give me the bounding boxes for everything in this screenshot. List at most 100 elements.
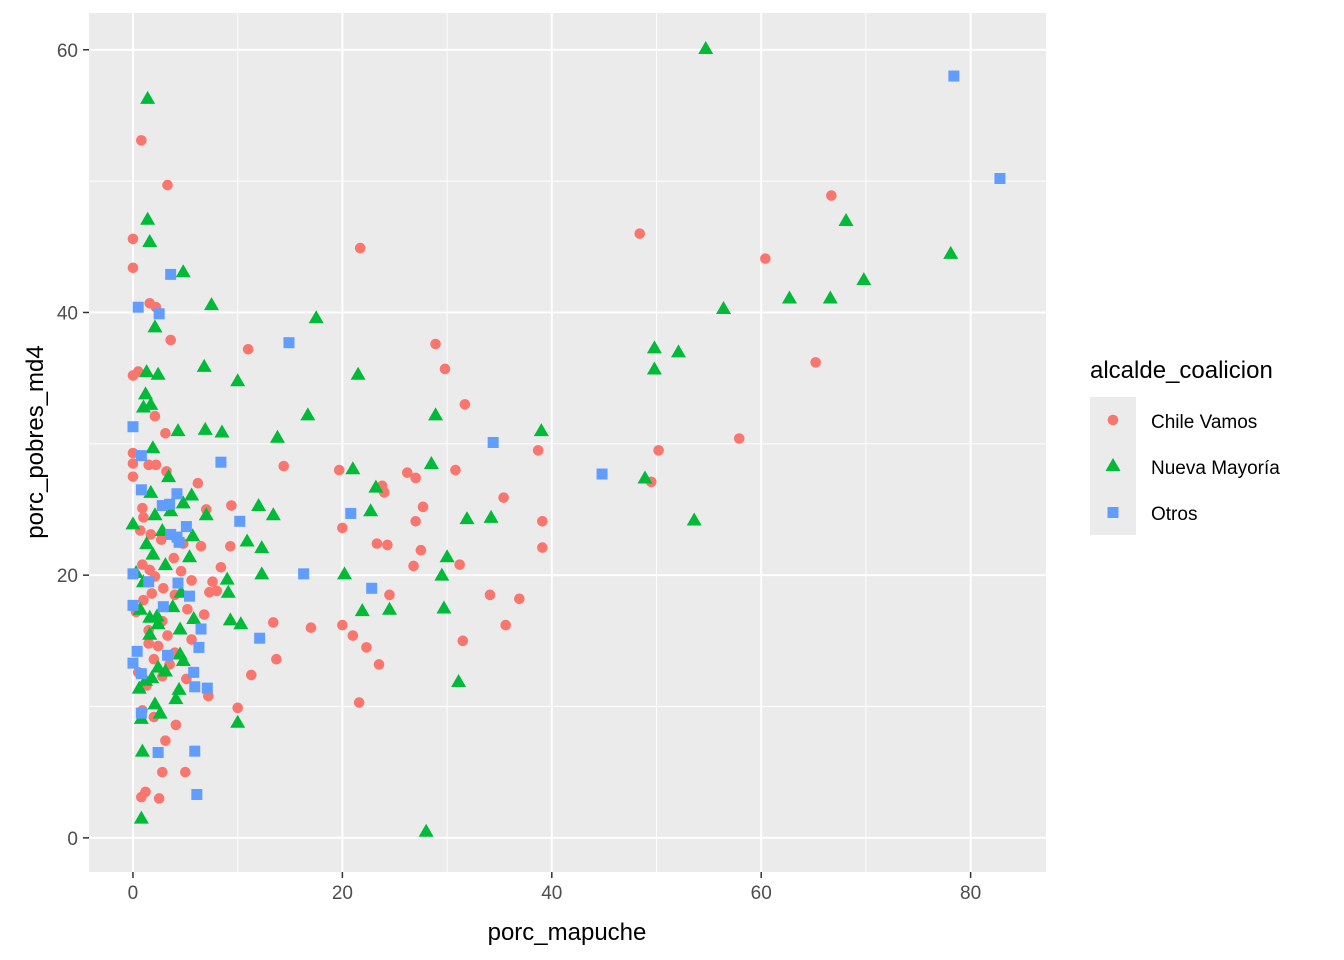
point-nueva-mayoria — [423, 456, 439, 470]
point-chile-vamos — [361, 642, 372, 653]
point-nueva-mayoria — [686, 512, 702, 526]
x-tick-label: 0 — [128, 883, 139, 904]
point-nueva-mayoria — [254, 566, 270, 580]
point-chile-vamos — [353, 697, 365, 708]
point-nueva-mayoria — [132, 601, 148, 615]
point-otros — [298, 568, 310, 580]
point-chile-vamos — [160, 428, 171, 439]
point-chile-vamos — [180, 766, 191, 778]
point-otros — [165, 268, 177, 280]
point-nueva-mayoria — [230, 373, 246, 387]
point-nueva-mayoria — [943, 245, 959, 259]
point-nueva-mayoria — [185, 528, 201, 542]
major-gridlines — [89, 13, 1046, 872]
point-chile-vamos — [165, 334, 176, 346]
legend-title: alcalde_coalicion — [1090, 357, 1273, 384]
point-chile-vamos — [152, 640, 164, 652]
point-nueva-mayoria — [214, 424, 230, 438]
point-chile-vamos — [242, 343, 254, 355]
point-chile-vamos — [170, 719, 182, 731]
point-chile-vamos — [155, 534, 167, 545]
point-nueva-mayoria — [171, 681, 187, 695]
point-otros — [195, 623, 207, 635]
x-tick-label: 60 — [751, 883, 772, 904]
point-otros — [189, 745, 201, 757]
point-chile-vamos — [733, 433, 745, 444]
point-otros — [127, 568, 139, 580]
data-points — [125, 40, 1006, 837]
point-nueva-mayoria — [230, 714, 246, 728]
point-chile-vamos — [143, 638, 154, 649]
point-nueva-mayoria — [163, 503, 179, 517]
legend: alcalde_coalicion Chile Vamos Nueva Mayo… — [1090, 357, 1280, 535]
point-nueva-mayoria — [161, 469, 177, 483]
point-chile-vamos — [278, 460, 290, 472]
point-nueva-mayoria — [140, 90, 156, 104]
point-nueva-mayoria — [168, 691, 184, 705]
point-otros — [135, 484, 147, 496]
point-nueva-mayoria — [186, 611, 202, 625]
panel-background — [89, 13, 1046, 872]
point-chile-vamos — [410, 472, 421, 484]
point-otros — [234, 515, 246, 527]
point-nueva-mayoria — [781, 290, 797, 304]
point-chile-vamos — [143, 459, 154, 471]
point-chile-vamos — [232, 702, 243, 714]
point-chile-vamos — [454, 559, 465, 570]
point-chile-vamos — [175, 565, 187, 577]
point-nueva-mayoria — [368, 479, 384, 493]
point-nueva-mayoria — [165, 599, 181, 613]
point-chile-vamos — [500, 619, 512, 631]
x-tick-label: 20 — [332, 883, 353, 904]
y-tick-label: 20 — [57, 566, 78, 587]
point-otros — [164, 498, 176, 510]
point-chile-vamos — [160, 735, 171, 746]
point-chile-vamos — [162, 179, 173, 191]
point-chile-vamos — [333, 464, 345, 476]
y-tick-label: 60 — [57, 41, 78, 62]
point-nueva-mayoria — [175, 653, 191, 667]
point-nueva-mayoria — [838, 213, 854, 227]
point-chile-vamos — [410, 516, 421, 527]
point-otros — [157, 601, 169, 613]
legend-label-nueva-mayoria: Nueva Mayoría — [1151, 458, 1280, 479]
point-nueva-mayoria — [196, 358, 212, 372]
point-nueva-mayoria — [459, 511, 475, 525]
point-otros — [153, 308, 165, 320]
point-chile-vamos — [186, 575, 197, 586]
point-otros — [162, 649, 174, 661]
point-chile-vamos — [137, 559, 148, 570]
point-chile-vamos — [305, 622, 317, 633]
point-otros — [994, 172, 1006, 184]
point-chile-vamos — [195, 540, 207, 552]
point-nueva-mayoria — [170, 423, 186, 437]
x-axis-ticks: 0 20 40 60 80 — [128, 872, 981, 904]
point-nueva-mayoria — [138, 386, 154, 400]
point-otros — [193, 641, 205, 653]
point-nueva-mayoria — [140, 211, 156, 225]
point-chile-vamos — [450, 464, 461, 476]
point-nueva-mayoria — [147, 507, 163, 521]
point-chile-vamos — [127, 370, 139, 381]
point-otros — [156, 500, 168, 512]
point-chile-vamos — [145, 529, 157, 540]
point-chile-vamos — [127, 262, 139, 274]
point-chile-vamos — [337, 619, 348, 631]
point-chile-vamos — [537, 542, 548, 553]
point-nueva-mayoria — [198, 507, 214, 521]
point-nueva-mayoria — [439, 549, 455, 563]
point-nueva-mayoria — [483, 509, 499, 523]
point-nueva-mayoria — [533, 423, 549, 437]
y-axis-ticks: 0 20 40 60 — [57, 41, 89, 850]
point-nueva-mayoria — [856, 272, 872, 286]
minor-gridlines — [89, 13, 1046, 872]
y-tick-label: 0 — [67, 829, 78, 850]
point-chile-vamos — [653, 445, 664, 456]
point-chile-vamos — [271, 653, 282, 665]
point-chile-vamos — [168, 552, 180, 564]
point-nueva-mayoria — [182, 549, 198, 563]
point-nueva-mayoria — [308, 310, 324, 324]
point-nueva-mayoria — [434, 567, 450, 581]
point-nueva-mayoria — [204, 297, 220, 311]
point-nueva-mayoria — [142, 609, 158, 623]
